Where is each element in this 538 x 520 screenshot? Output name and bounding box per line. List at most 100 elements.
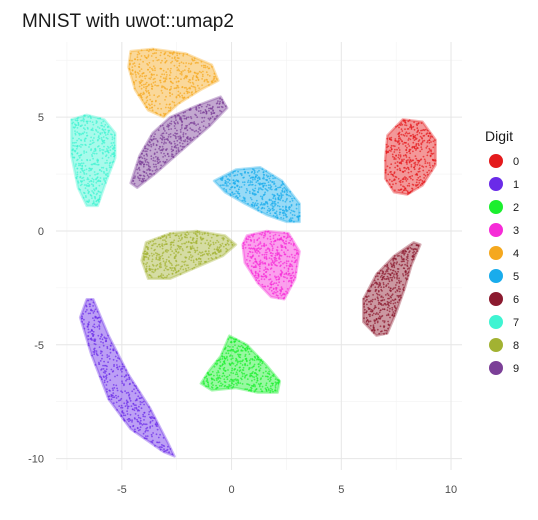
point-digit-7 bbox=[110, 142, 113, 145]
point-digit-3 bbox=[286, 255, 289, 258]
point-digit-2 bbox=[254, 371, 256, 374]
point-digit-5 bbox=[224, 182, 227, 185]
point-digit-7 bbox=[80, 162, 83, 165]
point-digit-1 bbox=[136, 420, 139, 423]
point-digit-9 bbox=[169, 133, 172, 135]
point-digit-7 bbox=[100, 138, 103, 141]
point-digit-5 bbox=[286, 209, 289, 212]
point-digit-7 bbox=[83, 152, 85, 154]
point-digit-9 bbox=[192, 136, 195, 139]
point-digit-7 bbox=[77, 181, 80, 184]
point-digit-3 bbox=[260, 278, 263, 280]
point-digit-8 bbox=[196, 249, 199, 252]
point-digit-1 bbox=[124, 390, 126, 392]
point-digit-9 bbox=[155, 138, 157, 140]
point-digit-2 bbox=[236, 361, 239, 364]
point-digit-3 bbox=[276, 290, 279, 293]
point-digit-5 bbox=[253, 169, 256, 172]
point-digit-2 bbox=[256, 358, 259, 360]
point-digit-9 bbox=[155, 163, 157, 166]
point-digit-2 bbox=[239, 345, 242, 348]
point-digit-3 bbox=[267, 285, 269, 288]
point-digit-8 bbox=[145, 269, 148, 271]
point-digit-1 bbox=[139, 401, 142, 403]
point-digit-9 bbox=[153, 153, 156, 156]
point-digit-0 bbox=[418, 182, 421, 184]
point-digit-3 bbox=[268, 250, 271, 252]
point-digit-3 bbox=[270, 289, 273, 292]
point-digit-6 bbox=[367, 323, 369, 325]
point-digit-5 bbox=[279, 199, 282, 201]
point-digit-7 bbox=[106, 148, 108, 150]
point-digit-7 bbox=[98, 195, 101, 197]
point-digit-2 bbox=[276, 379, 279, 381]
point-digit-9 bbox=[152, 157, 155, 159]
point-digit-3 bbox=[284, 242, 286, 245]
point-digit-3 bbox=[264, 285, 267, 288]
point-digit-3 bbox=[254, 266, 256, 268]
point-digit-6 bbox=[364, 295, 367, 298]
point-digit-5 bbox=[243, 181, 246, 184]
legend-swatch-9 bbox=[489, 361, 503, 375]
point-digit-2 bbox=[238, 353, 241, 356]
point-digit-0 bbox=[401, 140, 404, 143]
point-digit-1 bbox=[158, 446, 161, 448]
point-digit-8 bbox=[187, 266, 190, 269]
point-digit-9 bbox=[154, 133, 157, 136]
point-digit-2 bbox=[236, 369, 239, 371]
point-digit-4 bbox=[192, 59, 195, 62]
point-digit-4 bbox=[182, 62, 185, 65]
point-digit-2 bbox=[226, 386, 228, 388]
point-digit-5 bbox=[278, 213, 281, 216]
point-digit-5 bbox=[258, 178, 261, 181]
point-digit-8 bbox=[195, 231, 197, 233]
point-digit-2 bbox=[251, 358, 254, 360]
point-digit-9 bbox=[219, 97, 221, 100]
point-digit-9 bbox=[208, 109, 210, 112]
point-digit-4 bbox=[148, 94, 151, 96]
point-digit-1 bbox=[133, 409, 136, 412]
point-digit-5 bbox=[270, 185, 273, 188]
point-digit-2 bbox=[232, 385, 235, 388]
point-digit-0 bbox=[417, 176, 420, 179]
point-digit-3 bbox=[271, 245, 274, 248]
point-digit-1 bbox=[159, 448, 162, 451]
point-digit-8 bbox=[204, 261, 207, 263]
point-digit-4 bbox=[164, 61, 167, 63]
point-digit-9 bbox=[170, 148, 173, 151]
point-digit-2 bbox=[236, 347, 239, 349]
point-digit-2 bbox=[223, 385, 226, 388]
point-digit-2 bbox=[216, 362, 219, 365]
point-digit-2 bbox=[221, 352, 224, 355]
point-digit-1 bbox=[101, 368, 103, 370]
point-digit-6 bbox=[387, 324, 390, 326]
point-digit-2 bbox=[255, 368, 258, 371]
point-digit-9 bbox=[185, 126, 188, 128]
point-digit-4 bbox=[140, 68, 143, 70]
point-digit-8 bbox=[146, 247, 149, 250]
point-digit-4 bbox=[213, 77, 216, 80]
point-digit-8 bbox=[180, 266, 183, 268]
point-digit-3 bbox=[270, 283, 273, 286]
point-digit-3 bbox=[276, 251, 279, 254]
point-digit-5 bbox=[255, 199, 258, 202]
point-digit-4 bbox=[201, 78, 204, 80]
point-digit-6 bbox=[391, 288, 394, 291]
point-digit-5 bbox=[239, 172, 242, 175]
cluster-digit-7 bbox=[70, 113, 117, 208]
point-digit-8 bbox=[179, 245, 182, 248]
point-digit-9 bbox=[163, 162, 166, 164]
point-digit-0 bbox=[384, 159, 387, 162]
point-digit-7 bbox=[103, 145, 105, 148]
point-digit-5 bbox=[266, 211, 269, 214]
point-digit-5 bbox=[284, 200, 287, 203]
point-digit-7 bbox=[81, 144, 84, 146]
point-digit-7 bbox=[73, 141, 76, 144]
point-digit-0 bbox=[397, 177, 400, 180]
point-digit-1 bbox=[87, 338, 90, 341]
point-digit-7 bbox=[88, 199, 90, 202]
point-digit-9 bbox=[182, 132, 185, 134]
point-digit-4 bbox=[193, 59, 196, 62]
point-digit-0 bbox=[404, 187, 407, 190]
